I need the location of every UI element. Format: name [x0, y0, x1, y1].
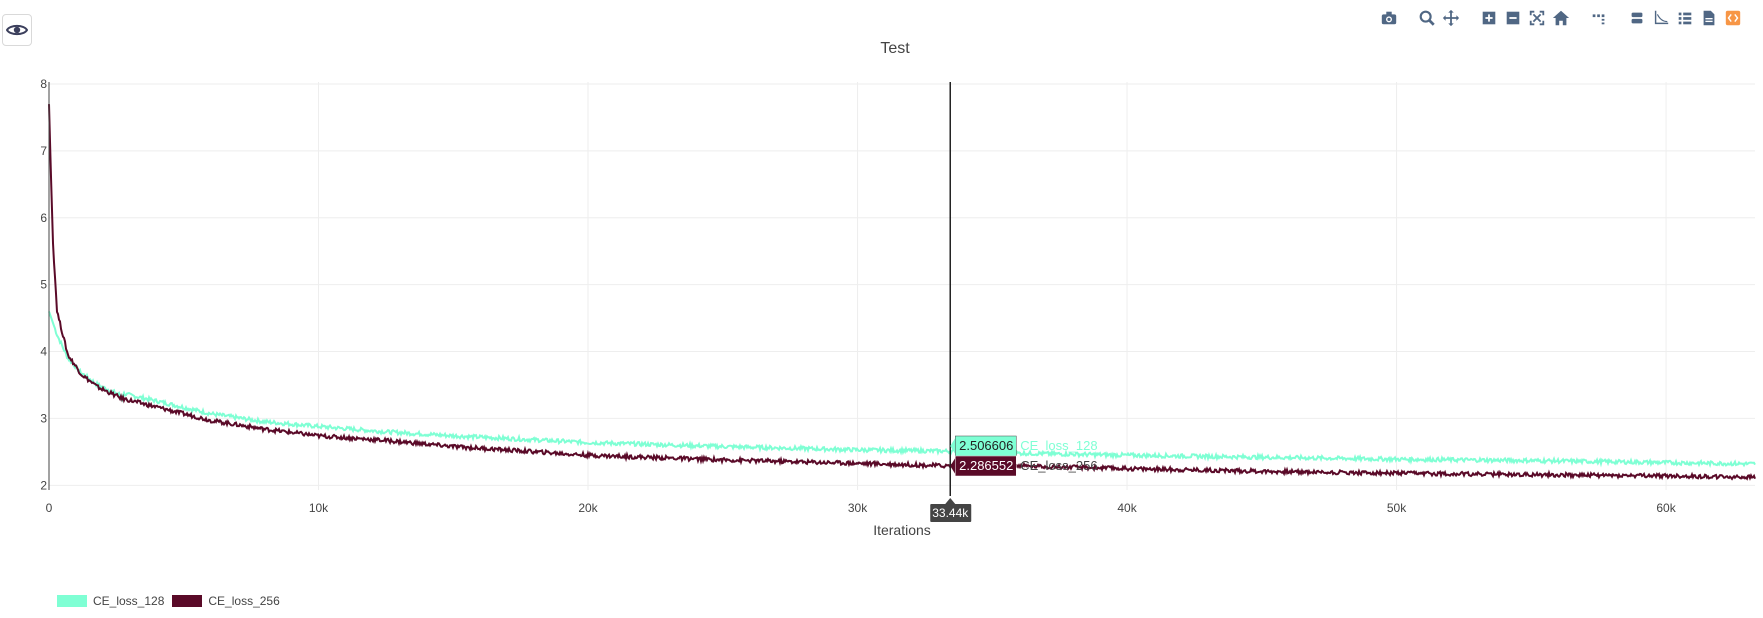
- hover-label-pointer: [950, 438, 956, 454]
- pan-icon: [1442, 9, 1460, 27]
- y-tick-label: 8: [40, 77, 47, 91]
- series-lines: [48, 104, 1756, 481]
- x-tick-label: 0: [46, 501, 53, 515]
- embed-code-icon: [1725, 10, 1741, 26]
- zoom-button[interactable]: [1417, 8, 1437, 28]
- zoom-in-icon: [1482, 11, 1496, 25]
- csv-export-icon: [1703, 10, 1715, 26]
- modebar-group: [1587, 8, 1611, 28]
- legend-list-button[interactable]: [1675, 8, 1695, 28]
- legend: CE_loss_128 CE_loss_256: [57, 594, 288, 608]
- y-tick-label: 5: [40, 278, 47, 292]
- camera-button[interactable]: [1379, 8, 1399, 28]
- modebar-group: [1625, 8, 1745, 28]
- hover-compare-icon: [1654, 10, 1669, 25]
- x-axis-title: Iterations: [873, 522, 931, 538]
- reset-axes-icon: [1552, 10, 1570, 26]
- legend-swatch: [172, 595, 203, 607]
- hover-label-value: 2.286552: [959, 458, 1013, 473]
- modebar-group: [1415, 8, 1463, 28]
- hover-label-box: [954, 455, 1017, 477]
- hover-label-CE_loss_128: 2.506606 CE_loss_128: [950, 435, 1098, 457]
- zoom-icon: [1419, 10, 1435, 26]
- visibility-toggle-button[interactable]: [2, 14, 32, 46]
- chart-title: Test: [880, 40, 910, 57]
- hover-x-label: 33.44k: [930, 498, 972, 522]
- legend-label: CE_loss_256: [208, 594, 280, 608]
- hover-closest-icon: [1631, 12, 1643, 24]
- hover-label-CE_loss_256: 2.286552 CE_loss_256: [950, 455, 1098, 477]
- x-tick-label: 10k: [309, 501, 329, 515]
- series-line-CE_loss_256: [48, 104, 1756, 481]
- x-tick-label: 30k: [848, 501, 868, 515]
- eye-icon: [6, 24, 28, 36]
- zoom-in-button[interactable]: [1479, 8, 1499, 28]
- x-tick-label: 20k: [578, 501, 598, 515]
- autoscale-button[interactable]: [1527, 8, 1547, 28]
- hover-closest-button[interactable]: [1627, 8, 1647, 28]
- modebar-group: [1377, 8, 1401, 28]
- autoscale-icon: [1529, 10, 1545, 26]
- series-line-CE_loss_128: [48, 311, 1756, 468]
- hover-x-label-box: [930, 504, 972, 522]
- hover-label-value: 2.506606: [959, 438, 1013, 453]
- hover-label-pointer: [950, 458, 956, 474]
- hover-label-name: CE_loss_256: [1020, 458, 1097, 473]
- gridlines: [48, 82, 1755, 490]
- hover-compare-button[interactable]: [1651, 8, 1671, 28]
- legend-swatch: [57, 595, 87, 607]
- y-tick-label: 6: [40, 211, 47, 225]
- y-tick-label: 4: [40, 345, 47, 359]
- x-tick-label: 50k: [1387, 501, 1407, 515]
- csv-export-button[interactable]: [1699, 8, 1719, 28]
- reset-axes-button[interactable]: [1551, 8, 1571, 28]
- legend-list-icon: [1678, 12, 1692, 25]
- embed-code-button[interactable]: [1723, 8, 1743, 28]
- legend-label: CE_loss_128: [93, 594, 165, 608]
- zoom-out-icon: [1506, 11, 1520, 25]
- legend-item-CE_loss_256[interactable]: CE_loss_256: [172, 594, 280, 608]
- camera-icon: [1381, 11, 1397, 25]
- x-tick-label: 40k: [1117, 501, 1137, 515]
- zoom-out-button[interactable]: [1503, 8, 1523, 28]
- modebar: [1377, 8, 1763, 28]
- spike-lines-icon: [1592, 14, 1605, 25]
- y-tick-label: 3: [40, 411, 47, 425]
- y-tick-label: 7: [40, 144, 47, 158]
- hover-x-label-text: 33.44k: [932, 506, 969, 520]
- x-tick-label: 60k: [1656, 501, 1676, 515]
- y-tick-label: 2: [40, 478, 47, 492]
- modebar-group: [1477, 8, 1573, 28]
- legend-item-CE_loss_128[interactable]: CE_loss_128: [57, 594, 164, 608]
- pan-button[interactable]: [1441, 8, 1461, 28]
- hover-label-name: CE_loss_128: [1020, 438, 1097, 453]
- spike-lines-button[interactable]: [1589, 8, 1609, 28]
- hover-x-label-pointer: [945, 498, 956, 504]
